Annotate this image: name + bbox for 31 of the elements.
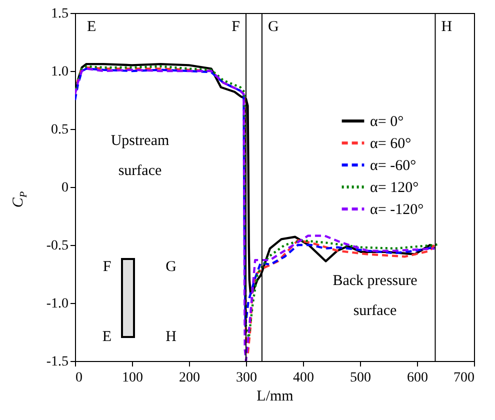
annotation: Upstream surface: [110, 133, 170, 179]
annotation: G: [166, 259, 177, 275]
x-axis-title: L/mm: [256, 388, 294, 404]
annotation: Back pressure surface: [332, 273, 418, 319]
x-tick-label: 700: [454, 370, 474, 386]
legend-label: α= -60°: [370, 158, 416, 174]
x-tick-label: 600: [407, 370, 428, 386]
ref-line-label: F: [232, 19, 240, 35]
legend-label: α= 60°: [370, 136, 412, 152]
y-tick-label: 1.0: [51, 64, 68, 80]
annotation: E: [87, 19, 96, 35]
x-tick-label: 300: [236, 370, 257, 386]
y-tick-label: 0: [62, 180, 68, 196]
legend-label: α= 120°: [370, 180, 419, 196]
annotation: E: [102, 329, 112, 345]
x-tick-label: 500: [350, 370, 371, 386]
legend-label: α= 0°: [370, 114, 404, 130]
legend-label: α= -120°: [370, 202, 424, 218]
y-tick-label: 1.5: [51, 6, 68, 22]
y-tick-label: 0.5: [51, 122, 68, 138]
annotation: F: [102, 259, 112, 275]
ref-line-label: H: [441, 19, 452, 35]
x-tick-label: 200: [179, 370, 200, 386]
x-tick-label: 100: [122, 370, 143, 386]
ref-line-label: G: [268, 19, 279, 35]
annotation: H: [166, 329, 177, 345]
y-tick-label: -1.0: [46, 296, 68, 312]
y-tick-label: -1.5: [46, 354, 68, 370]
x-tick-label: 400: [293, 370, 314, 386]
x-tick-label: 0: [76, 370, 82, 386]
y-tick-label: -0.5: [46, 238, 68, 254]
